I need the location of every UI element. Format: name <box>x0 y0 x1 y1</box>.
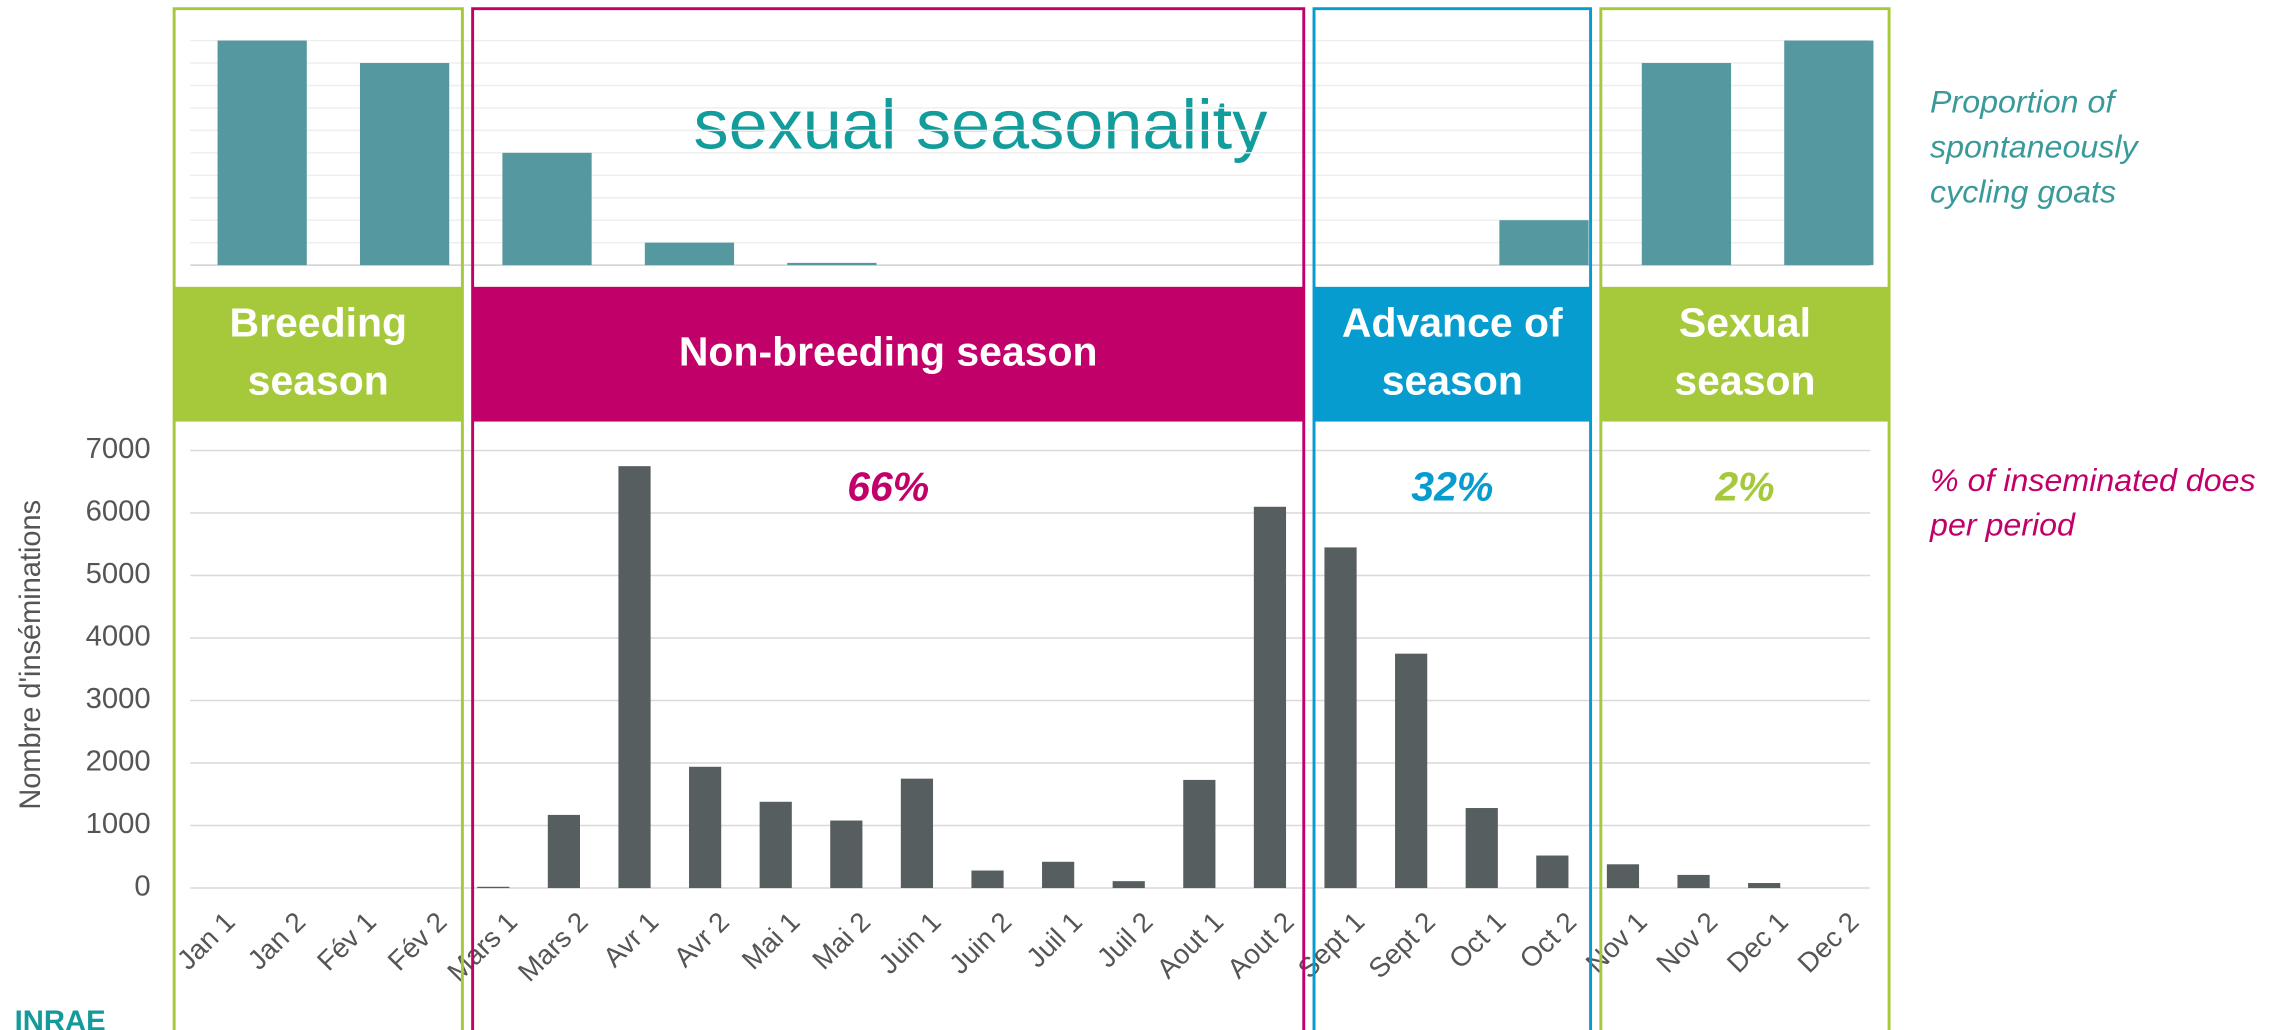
bar <box>477 886 510 889</box>
period-header <box>174 286 463 422</box>
period-frame <box>172 7 464 1030</box>
bar <box>1606 864 1640 889</box>
y-tick-label: 3000 <box>86 683 151 715</box>
top-bar <box>1499 220 1589 266</box>
x-tick-label: Aout 2 <box>1221 906 1300 984</box>
x-tick-label: Juil 2 <box>1091 906 1159 973</box>
bar <box>689 766 722 889</box>
top-bar <box>1641 63 1732 266</box>
x-tick-label: Mars 1 <box>441 906 523 987</box>
y-tick-label: 5000 <box>86 558 151 590</box>
top-bar <box>217 40 307 266</box>
period-frame <box>471 7 1306 1030</box>
x-tick-label: Jan 2 <box>241 906 311 975</box>
bar <box>971 870 1004 889</box>
note-bottom: % of inseminated does <box>1930 462 2256 498</box>
period-frame <box>1599 7 1891 1030</box>
period-label: Sexual <box>1679 300 1811 346</box>
y-tick-label: 1000 <box>86 808 151 840</box>
y-tick-label: 7000 <box>86 433 151 465</box>
period-label: season <box>1674 358 1815 404</box>
top-bar <box>1784 40 1874 266</box>
x-tick-label: Mai 2 <box>806 906 876 975</box>
bar <box>1042 861 1075 889</box>
top-bar <box>787 262 877 266</box>
x-tick-label: Juin 2 <box>943 906 1017 980</box>
period-label: Advance of <box>1342 300 1563 346</box>
bar <box>1536 855 1569 889</box>
y-tick-label: 0 <box>134 871 150 903</box>
top-bar <box>644 242 735 266</box>
bar <box>1112 881 1145 889</box>
bar <box>1465 808 1498 889</box>
x-tick-label: Oct 2 <box>1513 906 1582 974</box>
x-tick-label: Nov 2 <box>1650 906 1723 979</box>
x-tick-label: Dec 1 <box>1721 906 1794 979</box>
x-tick-label: Avr 1 <box>597 906 665 973</box>
bar <box>618 466 651 889</box>
note-top: Proportion of <box>1930 84 2117 120</box>
bar <box>1677 874 1710 889</box>
x-tick-label: Dec 2 <box>1791 906 1864 979</box>
note-top: spontaneously <box>1930 129 2140 165</box>
bar <box>1183 779 1216 889</box>
period-percent: 2% <box>1714 464 1774 510</box>
period-label: Non-breeding season <box>679 329 1098 375</box>
top-bar <box>359 63 450 266</box>
period-header <box>472 286 1304 422</box>
period-frame <box>1312 7 1593 1030</box>
period-label: Breeding <box>230 300 408 346</box>
period-label: season <box>248 358 389 404</box>
y-tick-label: 2000 <box>86 746 151 778</box>
period-label: season <box>1382 358 1523 404</box>
logo: INRAE <box>15 1006 106 1030</box>
bar <box>1253 506 1287 889</box>
x-tick-label: Juil 1 <box>1020 906 1088 973</box>
period-header <box>1314 286 1591 422</box>
title: sexual seasonality <box>693 86 1267 164</box>
x-tick-label: Sept 2 <box>1362 906 1441 984</box>
bar <box>830 820 863 889</box>
bar <box>1395 653 1428 889</box>
x-tick-label: Mai 1 <box>736 906 806 975</box>
period-percent: 66% <box>847 464 929 510</box>
y-axis-label: Nombre d'inséminations <box>15 500 47 810</box>
x-tick-label: Fév 1 <box>311 906 382 976</box>
period-header <box>1600 286 1890 422</box>
x-tick-label: Aout 1 <box>1150 906 1229 984</box>
x-tick-label: Juin 1 <box>872 906 946 980</box>
bar <box>1324 547 1357 889</box>
x-tick-label: Avr 2 <box>668 906 736 973</box>
bar <box>900 778 934 889</box>
x-tick-label: Mars 2 <box>512 906 594 987</box>
top-bar <box>502 152 592 266</box>
bar <box>1748 883 1781 889</box>
y-tick-label: 4000 <box>86 621 151 653</box>
y-tick-label: 6000 <box>86 496 151 528</box>
x-tick-label: Oct 1 <box>1443 906 1512 974</box>
note-bottom: per period <box>1929 507 2076 543</box>
period-percent: 32% <box>1411 464 1493 510</box>
bar <box>759 801 792 889</box>
x-tick-label: Jan 1 <box>171 906 241 975</box>
bar <box>547 814 581 889</box>
note-top: cycling goats <box>1930 174 2116 210</box>
